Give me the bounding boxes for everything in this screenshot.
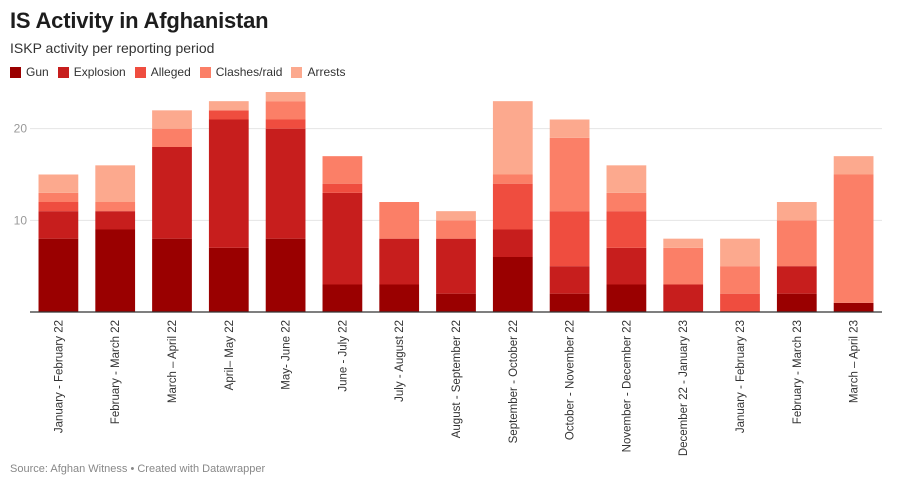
- bar-segment-clashes-raid: [663, 247, 704, 285]
- x-tick-label: January - February 23: [735, 320, 747, 433]
- bar-segment-clashes-raid: [776, 220, 817, 267]
- bar-segment-arrests: [606, 165, 647, 193]
- bar-segment-gun: [776, 293, 817, 312]
- legend-label: Explosion: [73, 65, 126, 79]
- bar-segment-alleged: [38, 202, 79, 212]
- bar-segment-clashes-raid: [265, 101, 306, 120]
- bar-segment-clashes-raid: [95, 202, 136, 212]
- chart-subtitle: ISKP activity per reporting period: [10, 40, 215, 56]
- x-tick-label: February - March 22: [110, 320, 122, 424]
- bar-segment-gun: [38, 238, 79, 312]
- bar-segment-gun: [152, 238, 192, 312]
- bar-segment-explosion: [606, 247, 647, 285]
- bar-segment-alleged: [265, 119, 306, 129]
- legend-label: Arrests: [307, 65, 346, 79]
- legend-item-gun: Gun: [10, 65, 49, 79]
- bar-segment-arrests: [208, 101, 249, 111]
- legend-label: Clashes/raid: [215, 65, 283, 79]
- bar-segment-arrests: [265, 92, 306, 102]
- bar-segment-clashes-raid: [492, 174, 533, 184]
- bar-segment-arrests: [38, 174, 79, 193]
- x-tick-label: December 22 - January 23: [678, 320, 690, 456]
- bar-segment-clashes-raid: [38, 192, 79, 202]
- legend-item-explosion: Explosion: [57, 65, 126, 79]
- x-tick-label: March – April 23: [849, 320, 861, 403]
- bar-segment-clashes-raid: [549, 137, 590, 212]
- legend-swatch: [291, 66, 303, 78]
- legend-swatch: [57, 66, 69, 78]
- x-tick-label: May- June 22: [281, 320, 293, 390]
- bar-segment-gun: [95, 229, 136, 312]
- bar-segment-explosion: [776, 266, 817, 294]
- x-tick-label: April– May 22: [224, 320, 236, 390]
- bar-segment-gun: [492, 257, 533, 312]
- bar-segment-explosion: [492, 229, 533, 257]
- bar-segment-alleged: [492, 183, 533, 230]
- legend: Gun Explosion Alleged Clashes/raid Arrests: [10, 65, 354, 79]
- bar-segment-gun: [265, 238, 306, 312]
- chart-title: IS Activity in Afghanistan: [10, 8, 269, 33]
- bar-segment-explosion: [663, 284, 704, 312]
- bar-segment-gun: [322, 284, 363, 312]
- x-tick-label: October - November 22: [565, 320, 577, 440]
- legend-label: Alleged: [150, 65, 191, 79]
- legend-swatch: [134, 66, 146, 78]
- legend-label: Gun: [26, 65, 49, 79]
- bar-segment-arrests: [549, 119, 590, 138]
- bar-segment-alleged: [549, 211, 590, 267]
- x-tick-label: September - October 22: [508, 320, 520, 443]
- bar-segment-explosion: [152, 147, 192, 239]
- bar-segment-explosion: [38, 211, 79, 239]
- y-tick-label: 20: [14, 122, 28, 136]
- bar-segment-explosion: [265, 128, 306, 239]
- bar-segment-arrests: [833, 156, 874, 175]
- bar-segment-clashes-raid: [322, 156, 363, 184]
- bar-segment-explosion: [208, 119, 249, 248]
- bar-segment-arrests: [95, 165, 136, 202]
- bar-segment-alleged: [606, 211, 647, 248]
- x-tick-label: June - July 22: [337, 320, 349, 392]
- bar-segment-clashes-raid: [833, 174, 874, 303]
- x-tick-label: August - September 22: [451, 320, 463, 438]
- bar-segment-clashes-raid: [720, 266, 760, 294]
- bar-segment-gun: [436, 293, 476, 312]
- x-tick-label: January - February 22: [53, 320, 65, 433]
- bar-segment-explosion: [379, 238, 420, 285]
- bar-segment-gun: [208, 247, 249, 312]
- bar-segment-arrests: [492, 101, 533, 175]
- bar-segment-gun: [606, 284, 647, 312]
- x-tick-label: March – April 22: [167, 320, 179, 403]
- bar-segment-arrests: [436, 211, 476, 221]
- legend-swatch: [199, 66, 211, 78]
- bar-segment-explosion: [95, 211, 136, 230]
- legend-item-alleged: Alleged: [134, 65, 191, 79]
- bar-segment-alleged: [208, 110, 249, 120]
- bar-segment-arrests: [776, 202, 817, 221]
- x-tick-label: July - August 22: [394, 320, 406, 402]
- bar-segment-explosion: [322, 192, 363, 285]
- legend-item-arrests: Arrests: [291, 65, 345, 79]
- bar-segment-gun: [549, 293, 590, 312]
- bar-segment-alleged: [322, 183, 363, 193]
- bar-segment-clashes-raid: [436, 220, 476, 239]
- bar-segment-gun: [833, 302, 874, 312]
- x-tick-label: February - March 23: [792, 320, 804, 424]
- bar-segment-explosion: [436, 238, 476, 294]
- x-tick-label: November - December 22: [621, 320, 633, 452]
- y-tick-label: 10: [14, 213, 28, 227]
- bar-segment-arrests: [720, 238, 760, 267]
- bar-segment-alleged: [720, 293, 760, 312]
- bar-segment-clashes-raid: [379, 202, 420, 239]
- bar-segment-clashes-raid: [606, 192, 647, 212]
- bar-segment-arrests: [663, 238, 704, 248]
- bar-segment-arrests: [152, 110, 192, 129]
- bar-segment-gun: [379, 284, 420, 312]
- bar-segment-explosion: [549, 266, 590, 294]
- legend-swatch: [10, 66, 21, 78]
- bar-segment-clashes-raid: [152, 128, 192, 147]
- source-note: Source: Afghan Witness • Created with Da…: [10, 463, 266, 475]
- legend-item-clashes-raid: Clashes/raid: [199, 65, 283, 79]
